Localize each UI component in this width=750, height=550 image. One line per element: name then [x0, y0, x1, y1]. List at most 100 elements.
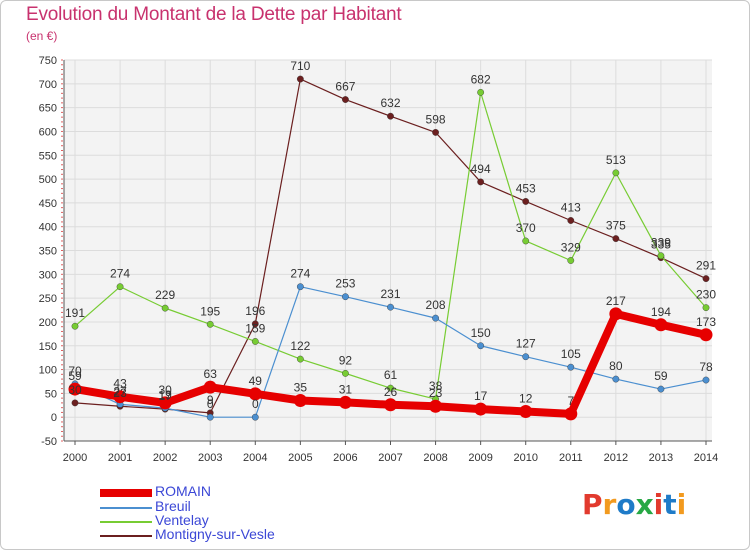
y-tick-label: 550	[39, 150, 57, 162]
data-label-1: 253	[335, 277, 355, 291]
series-point-2	[387, 384, 394, 392]
x-tick-label: 2010	[513, 452, 537, 464]
chart-title: Evolution du Montant de la Dette par Hab…	[26, 4, 402, 25]
data-label-1: 59	[654, 369, 668, 383]
series-point-1	[296, 283, 304, 291]
data-label-2: 61	[384, 368, 398, 382]
y-tick-label: 350	[39, 246, 57, 258]
series-point-3	[612, 235, 620, 242]
x-tick-label: 2004	[243, 452, 267, 464]
series-point-3	[251, 320, 259, 328]
series-point-2	[161, 304, 169, 312]
x-tick-label: 2008	[423, 452, 447, 464]
y-tick-label: 150	[39, 341, 57, 353]
data-label-1: 208	[426, 298, 446, 312]
series-point-0	[519, 404, 533, 418]
series-point-2	[477, 88, 485, 96]
data-label-2: 38	[429, 379, 443, 393]
series-point-2	[116, 283, 124, 291]
y-tick-label: 300	[39, 269, 57, 281]
series-point-3	[567, 217, 575, 224]
series-point-1	[206, 413, 214, 421]
data-label-0: 31	[339, 382, 353, 396]
data-label-1: 0	[252, 397, 259, 411]
data-label-2: 274	[110, 267, 130, 281]
series-point-1	[477, 342, 485, 350]
x-tick-label: 2009	[468, 452, 492, 464]
legend-item-romain: ROMAIN	[100, 483, 350, 500]
y-tick-label: 0	[51, 412, 57, 424]
data-label-1: 19	[158, 388, 172, 402]
series-point-3	[522, 198, 530, 205]
series-point-1	[432, 314, 439, 322]
data-label-3: 335	[651, 238, 671, 252]
series-point-0	[564, 407, 578, 421]
series-point-3	[342, 96, 349, 103]
x-tick-label: 2000	[63, 452, 87, 464]
series-point-3	[432, 128, 439, 136]
series-point-1	[387, 303, 394, 311]
legend-swatch-ventelay	[100, 521, 152, 523]
y-tick-label: 50	[45, 388, 57, 400]
data-label-2: 339	[651, 236, 671, 250]
series-point-2	[702, 304, 710, 312]
series-point-3	[702, 275, 710, 282]
data-label-1: 127	[516, 337, 536, 351]
series-point-2	[296, 355, 304, 363]
series-point-2	[71, 322, 79, 330]
proxiti-logo: Proxiti	[582, 488, 687, 521]
data-label-0: 49	[249, 374, 263, 388]
legend-label-montigny: Montigny-sur-Vesle	[155, 526, 275, 542]
series-point-0	[654, 318, 668, 332]
series-point-0	[113, 390, 127, 404]
y-tick-label: 250	[39, 293, 57, 305]
data-label-2: 230	[696, 288, 716, 302]
data-label-3: 667	[335, 80, 355, 94]
legend-item-breuil: Breuil	[100, 498, 350, 515]
series-point-0	[293, 394, 307, 408]
data-label-1: 78	[699, 360, 713, 374]
legend-item-montigny: Montigny-sur-Vesle	[100, 526, 350, 543]
series-point-0	[158, 396, 172, 410]
data-label-1: 150	[471, 326, 491, 340]
data-label-1: 70	[68, 364, 82, 378]
data-label-3: 30	[68, 383, 82, 397]
series-point-0	[68, 382, 82, 396]
x-tick-label: 2006	[333, 452, 357, 464]
data-label-3: 17	[158, 389, 172, 403]
legend-label-ventelay: Ventelay	[155, 512, 209, 528]
data-label-0: 173	[696, 315, 716, 329]
x-tick-label: 2012	[604, 452, 628, 464]
data-label-0: 23	[429, 386, 443, 400]
series-point-1	[522, 353, 530, 361]
y-tick-label: 600	[39, 126, 57, 138]
y-tick-label: 200	[39, 317, 57, 329]
data-label-2: 191	[65, 306, 85, 320]
data-label-2: 370	[516, 221, 536, 235]
data-label-0: 43	[113, 377, 127, 391]
series-point-1	[612, 375, 620, 383]
data-label-1: 105	[561, 347, 581, 361]
data-label-0: 217	[606, 294, 626, 308]
legend-item-ventelay: Ventelay	[100, 512, 350, 529]
data-label-0: 35	[294, 381, 308, 395]
y-tick-label: 450	[39, 198, 57, 210]
data-label-0: 17	[474, 389, 488, 403]
series-point-1	[251, 413, 259, 421]
x-tick-label: 2007	[378, 452, 402, 464]
data-label-2: 195	[200, 304, 220, 318]
series-point-0	[699, 328, 713, 342]
series-point-2	[567, 257, 575, 264]
y-tick-label: 750	[39, 55, 57, 67]
data-label-2: 229	[155, 288, 175, 302]
data-label-2: 682	[471, 72, 491, 86]
series-point-1	[702, 376, 710, 384]
series-point-0	[384, 398, 397, 412]
data-label-0: 7	[567, 394, 574, 408]
series-point-2	[342, 369, 349, 377]
data-label-0: 30	[158, 383, 172, 397]
y-tick-label: 650	[39, 103, 57, 115]
y-tick-label: 500	[39, 174, 57, 186]
data-label-3: 710	[290, 59, 310, 73]
